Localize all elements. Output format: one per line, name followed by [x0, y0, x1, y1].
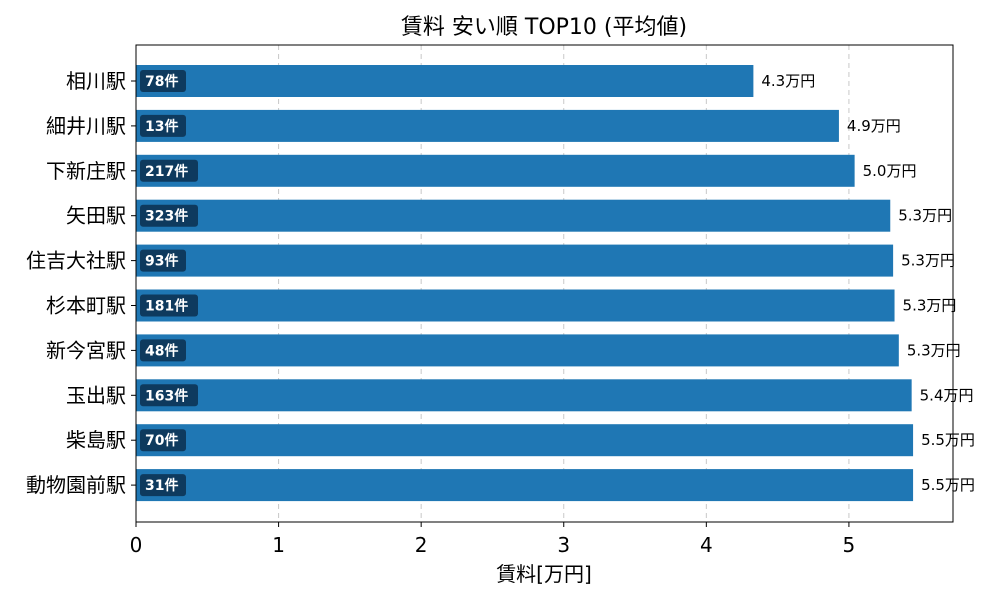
count-label: 93件	[145, 253, 178, 270]
y-tick-label: 細井川駅	[46, 114, 126, 138]
y-tick-label: 新今宮駅	[46, 338, 126, 362]
bar	[136, 334, 899, 367]
count-label: 70件	[145, 432, 178, 449]
count-badge	[140, 70, 186, 92]
bar	[136, 289, 895, 322]
bar	[136, 109, 839, 142]
x-tick-label: 4	[700, 533, 713, 557]
value-label: 5.3万円	[901, 252, 955, 270]
value-label: 5.5万円	[921, 476, 975, 494]
count-label: 217件	[145, 163, 188, 180]
value-label: 5.0万円	[863, 162, 917, 180]
count-label: 31件	[145, 477, 178, 494]
count-label: 13件	[145, 118, 178, 135]
count-badge	[140, 114, 186, 137]
value-label: 5.4万円	[920, 386, 974, 404]
ticks: 0 1 2 3 4 5	[130, 80, 856, 557]
count-badge	[140, 339, 186, 362]
y-tick-label: 動物園前駅	[26, 473, 126, 497]
y-tick-label: 玉出駅	[66, 383, 126, 407]
count-badge	[140, 474, 186, 497]
plot-frame	[135, 44, 954, 523]
count-badge	[140, 429, 186, 452]
value-label: 5.3万円	[907, 341, 961, 359]
count-badge	[140, 159, 198, 182]
y-tick-label: 相川駅	[66, 69, 126, 93]
bar	[136, 154, 855, 187]
count-label: 181件	[145, 298, 188, 315]
count-label: 163件	[145, 387, 188, 404]
count-label: 78件	[145, 73, 178, 90]
x-tick-label: 0	[130, 533, 143, 557]
bar	[136, 424, 914, 457]
y-tick-label: 柴島駅	[66, 428, 126, 452]
y-tick-label: 下新庄駅	[46, 159, 126, 183]
value-label: 5.3万円	[898, 207, 952, 225]
value-label: 4.9万円	[847, 117, 901, 135]
x-tick-label: 2	[415, 533, 428, 557]
chart-title: 賃料 安い順 TOP10 (平均値)	[401, 15, 687, 40]
value-label: 5.5万円	[921, 431, 975, 449]
bar	[136, 469, 914, 502]
count-badge	[140, 249, 186, 272]
y-tick-label: 杉本町駅	[46, 294, 126, 318]
x-tick-label: 5	[843, 533, 856, 557]
y-tick-label: 住吉大社駅	[26, 249, 126, 273]
y-tick-label: 矢田駅	[66, 204, 126, 228]
x-axis-label: 賃料[万円]	[496, 562, 592, 586]
count-label: 48件	[145, 342, 178, 359]
bar	[136, 379, 912, 412]
value-label: 5.3万円	[903, 297, 957, 315]
bars	[136, 65, 914, 502]
bar	[136, 244, 894, 277]
x-tick-label: 3	[557, 533, 570, 557]
count-badge	[140, 384, 198, 407]
bar	[136, 65, 754, 97]
x-tick-label: 1	[272, 533, 285, 557]
count-badge	[140, 204, 198, 227]
count-label: 323件	[145, 208, 188, 225]
bar	[136, 199, 891, 232]
value-label: 4.3万円	[761, 72, 815, 90]
count-badge	[140, 294, 198, 317]
